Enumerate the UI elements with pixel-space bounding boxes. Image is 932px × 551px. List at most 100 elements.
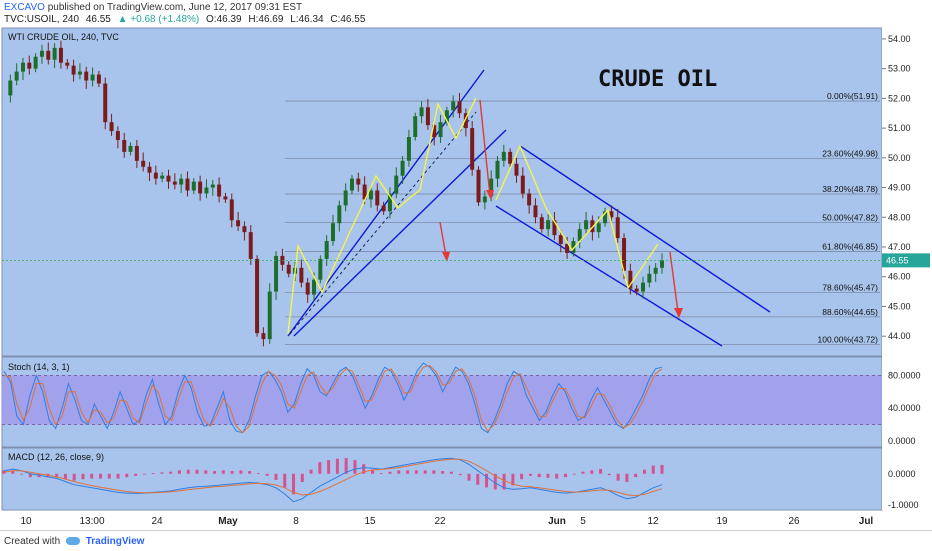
descending-channel-upper[interactable] — [519, 145, 771, 313]
candle-body[interactable] — [546, 220, 551, 230]
candle-body[interactable] — [489, 178, 494, 197]
candle-body[interactable] — [318, 258, 323, 280]
candle-body[interactable] — [571, 241, 576, 253]
candle-body[interactable] — [210, 184, 215, 188]
candle-body[interactable] — [185, 178, 190, 191]
candle-body[interactable] — [8, 80, 13, 96]
candle-body[interactable] — [267, 291, 272, 340]
candle-body[interactable] — [242, 226, 247, 233]
candle-body[interactable] — [331, 223, 335, 242]
author-link[interactable]: EXCAVO — [4, 2, 45, 13]
candle-body[interactable] — [84, 71, 89, 81]
candle-body[interactable] — [514, 163, 519, 176]
candle-body[interactable] — [141, 160, 146, 167]
candle-body[interactable] — [368, 190, 373, 200]
candle-body[interactable] — [425, 107, 430, 126]
candle-body[interactable] — [565, 244, 570, 253]
candle-body[interactable] — [590, 220, 595, 233]
candle-body[interactable] — [577, 229, 582, 242]
macd-panel[interactable] — [1, 447, 883, 511]
candle-body[interactable] — [349, 178, 354, 191]
candle-body[interactable] — [65, 62, 70, 66]
candle-body[interactable] — [533, 205, 538, 218]
candle-body[interactable] — [470, 128, 475, 170]
candle-body[interactable] — [305, 282, 310, 295]
macd-line[interactable] — [3, 457, 663, 503]
candle-body[interactable] — [596, 223, 601, 233]
candle-body[interactable] — [58, 47, 63, 63]
candle-body[interactable] — [413, 116, 418, 138]
candle-body[interactable] — [128, 145, 133, 152]
candle-body[interactable] — [274, 255, 279, 292]
candle-body[interactable] — [622, 238, 627, 271]
candle-body[interactable] — [343, 190, 348, 206]
candle-body[interactable] — [255, 258, 260, 334]
candle-body[interactable] — [609, 211, 614, 218]
candle-body[interactable] — [90, 74, 95, 81]
descending-channel-lower[interactable] — [495, 205, 723, 347]
candle-body[interactable] — [299, 267, 304, 283]
candle-body[interactable] — [33, 56, 38, 69]
tradingview-brand[interactable]: TradingView — [85, 536, 145, 547]
candle-body[interactable] — [615, 217, 620, 239]
candle-body[interactable] — [115, 131, 120, 140]
candle-body[interactable] — [501, 151, 506, 161]
candle-body[interactable] — [558, 235, 563, 245]
candle-body[interactable] — [584, 220, 589, 230]
candle-body[interactable] — [324, 241, 329, 259]
candle-body[interactable] — [96, 74, 101, 84]
candle-body[interactable] — [482, 196, 487, 203]
candle-body[interactable] — [103, 83, 108, 123]
candle-body[interactable] — [122, 139, 127, 152]
candle-body[interactable] — [286, 264, 291, 274]
candle-body[interactable] — [109, 122, 114, 132]
candle-body[interactable] — [248, 232, 253, 259]
candle-body[interactable] — [223, 196, 228, 200]
candle-body[interactable] — [20, 62, 25, 72]
candle-body[interactable] — [204, 187, 209, 194]
candle-body[interactable] — [179, 178, 184, 185]
candle-body[interactable] — [39, 50, 44, 57]
stoch-line[interactable] — [3, 365, 663, 434]
candle-body[interactable] — [362, 184, 367, 200]
candle-body[interactable] — [312, 279, 317, 295]
candle-body[interactable] — [603, 211, 608, 224]
candle-body[interactable] — [217, 184, 222, 197]
candle-body[interactable] — [166, 175, 171, 182]
candle-body[interactable] — [387, 193, 392, 212]
candle-body[interactable] — [160, 175, 165, 179]
candle-body[interactable] — [400, 160, 405, 176]
candle-body[interactable] — [52, 47, 57, 60]
candle-body[interactable] — [432, 125, 437, 138]
candle-body[interactable] — [375, 190, 380, 206]
ascending-channel-upper[interactable] — [287, 69, 485, 337]
candle-body[interactable] — [457, 101, 462, 114]
candle-body[interactable] — [451, 101, 456, 111]
candle-body[interactable] — [46, 50, 51, 60]
candle-body[interactable] — [539, 217, 544, 230]
candle-body[interactable] — [660, 260, 664, 268]
candle-body[interactable] — [520, 175, 525, 194]
candle-body[interactable] — [463, 113, 468, 129]
candle-body[interactable] — [261, 333, 266, 340]
x-axis[interactable] — [2, 511, 882, 529]
candle-body[interactable] — [653, 267, 658, 274]
candle-body[interactable] — [419, 107, 424, 117]
candle-body[interactable] — [236, 220, 241, 227]
candle-body[interactable] — [153, 172, 158, 179]
candle-body[interactable] — [14, 71, 19, 81]
candle-body[interactable] — [495, 160, 500, 179]
candle-body[interactable] — [641, 282, 646, 292]
candle-body[interactable] — [172, 181, 177, 185]
candle-body[interactable] — [27, 62, 32, 69]
candle-body[interactable] — [476, 169, 481, 203]
candle-body[interactable] — [77, 71, 82, 75]
candle-body[interactable] — [381, 205, 386, 212]
candle-body[interactable] — [191, 181, 196, 191]
candle-body[interactable] — [628, 270, 633, 289]
candle-body[interactable] — [337, 205, 342, 224]
candle-body[interactable] — [198, 181, 203, 194]
candle-body[interactable] — [229, 199, 234, 221]
candle-body[interactable] — [356, 178, 361, 185]
